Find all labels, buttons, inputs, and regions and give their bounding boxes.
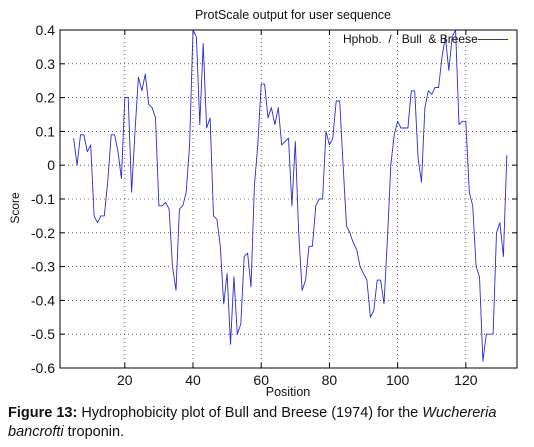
x-tick-label: 120 [454,372,478,388]
x-axis-label: Position [266,385,311,399]
figure-caption: Figure 13: Hydrophobicity plot of Bull a… [8,404,528,442]
y-tick-label: -0.5 [31,326,55,342]
x-tick-label: 20 [117,372,133,388]
chart-title: ProtScale output for user sequence [195,8,391,22]
plot-area-frame [59,29,518,369]
series-line-hydrophobicity [73,29,508,362]
y-tick-label: 0.4 [36,22,56,38]
y-tick-label: 0.3 [36,56,56,72]
legend-series-label: Hphob. / Bull & Breese [343,32,478,46]
y-axis-label: Score [8,192,22,224]
x-tick-label: 60 [253,372,269,388]
caption-species: Wuchereria bancrofti [8,405,497,440]
y-tick-label: -0.6 [31,360,55,376]
y-tick-label: -0.1 [31,191,55,207]
y-tick-label: 0 [47,157,55,173]
x-tick-label: 100 [386,372,410,388]
y-tick-label: -0.4 [31,292,55,308]
x-tick-label: 80 [322,372,338,388]
y-tick-label: 0.2 [36,90,56,106]
x-tick-label: 40 [185,372,201,388]
y-tick-label: -0.2 [31,225,55,241]
y-tick-label: 0.1 [36,123,56,139]
axis-ticks: 20 40 60 80 100 120 0.4 0.3 0.2 0.1 0 -0.1 -0.2 -0.3 -… [31,22,517,388]
caption-label: Figure 13: [8,405,78,421]
caption-text-end: troponin. [63,424,125,440]
legend: Hphob. / Bull & Breese [343,32,508,46]
grid-lines [60,29,517,369]
y-tick-label: -0.3 [31,259,55,275]
data-series-layer [73,29,508,362]
caption-text: Hydrophobicity plot of Bull and Breese (… [77,405,423,421]
